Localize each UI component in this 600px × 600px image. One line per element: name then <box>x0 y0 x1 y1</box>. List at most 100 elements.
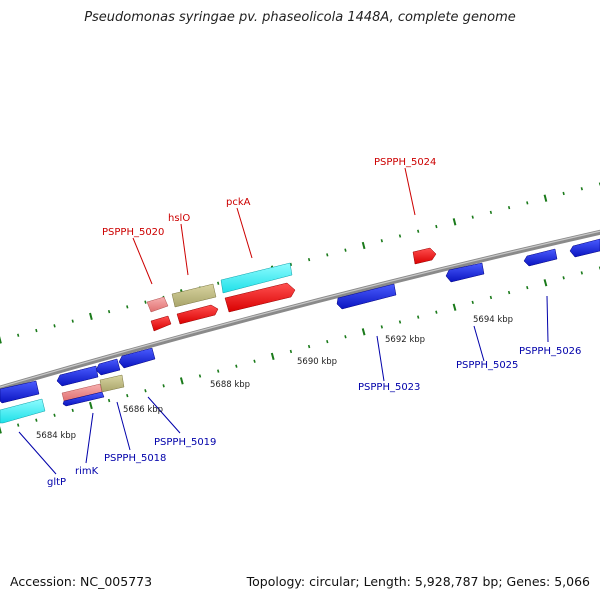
minor-tick <box>35 328 38 333</box>
gene-label-group: PSPPH_5024 pckA hslO PSPPH_5020 PSPPH_50… <box>47 157 581 488</box>
minor-tick <box>217 369 220 373</box>
minor-tick <box>107 309 111 314</box>
minor-tick <box>289 262 293 267</box>
gene-pspph-5026-feature[interactable] <box>523 248 558 267</box>
gene-pspph-5020-feature[interactable] <box>146 296 169 313</box>
minor-tick <box>380 325 383 329</box>
minor-tick <box>53 324 56 328</box>
minor-tick <box>435 310 438 314</box>
callout-pspph-5020 <box>132 237 153 285</box>
callout-gltp <box>18 431 57 475</box>
label-pspph-5026[interactable]: PSPPH_5026 <box>519 346 581 357</box>
callout-rimk <box>85 412 94 464</box>
gene-pspph-5025-feature[interactable] <box>445 262 485 283</box>
minor-tick <box>489 295 493 300</box>
minor-tick <box>526 285 529 290</box>
minor-tick <box>307 257 311 262</box>
minor-tick <box>326 339 329 344</box>
major-tick <box>89 401 93 410</box>
minor-tick <box>398 234 402 238</box>
genome-backbone <box>0 229 600 391</box>
scale-label-group: 5684 kbp 5686 kbp 5688 kbp 5690 kbp 5692… <box>36 315 513 441</box>
label-gltp[interactable]: gltP <box>47 477 66 488</box>
label-rimk[interactable]: rimK <box>75 466 99 477</box>
minor-tick <box>17 333 20 337</box>
minor-tick <box>217 281 220 285</box>
minor-tick <box>435 224 438 229</box>
gene-rimk-pair-feature[interactable] <box>62 391 105 407</box>
gene-pcka-pair-feature[interactable] <box>224 282 296 313</box>
minor-tick <box>580 271 583 275</box>
callout-pcka <box>236 207 253 259</box>
minor-tick <box>289 349 293 354</box>
minor-tick <box>489 210 493 215</box>
label-pspph-5020[interactable]: PSPPH_5020 <box>102 227 164 238</box>
topology-text: Topology: circular; Length: 5,928,787 bp… <box>246 574 590 589</box>
label-pspph-5024[interactable]: PSPPH_5024 <box>374 157 436 168</box>
minor-tick <box>107 398 111 403</box>
minor-tick <box>126 393 129 398</box>
gene-blue-left-feature[interactable] <box>0 380 40 404</box>
major-tick <box>543 194 548 202</box>
minor-tick <box>380 239 383 243</box>
minor-tick <box>417 229 420 233</box>
minor-tick <box>71 319 74 323</box>
label-pcka[interactable]: pckA <box>226 197 251 208</box>
gene-pspph-5023-feature[interactable] <box>336 283 397 310</box>
gene-red-small-feature[interactable] <box>150 315 172 332</box>
label-pspph-5018[interactable]: PSPPH_5018 <box>104 453 166 464</box>
gene-pspph-5018-feature[interactable] <box>99 374 125 393</box>
scale-label: 5688 kbp <box>210 380 250 390</box>
minor-tick <box>562 191 565 196</box>
map-title: Pseudomonas syringae pv. phaseolicola 14… <box>84 10 516 25</box>
minor-tick <box>398 320 402 324</box>
gene-blue-mid-feature[interactable] <box>56 365 99 387</box>
callout-pspph-5026 <box>546 295 549 343</box>
minor-tick <box>507 205 511 210</box>
minor-tick <box>562 276 565 280</box>
callout-pspph-5025 <box>473 325 485 362</box>
minor-tick <box>326 253 329 257</box>
minor-tick <box>417 315 420 319</box>
callout-pspph-5023 <box>376 335 385 382</box>
gene-blue-edge-feature[interactable] <box>569 238 600 258</box>
minor-tick <box>344 335 347 339</box>
minor-tick <box>53 413 56 417</box>
minor-tick <box>580 187 583 191</box>
label-pspph-5023[interactable]: PSPPH_5023 <box>358 382 420 393</box>
minor-tick <box>35 418 38 422</box>
gene-pspph-5019-feature[interactable] <box>118 347 156 369</box>
major-tick <box>543 279 548 287</box>
major-tick <box>0 426 2 434</box>
scale-label: 5684 kbp <box>36 431 76 441</box>
inner-tick-row <box>0 266 600 434</box>
callout-hslo <box>180 223 189 276</box>
callout-pspph-5019 <box>147 396 181 434</box>
gene-hslo-feature[interactable] <box>171 283 217 308</box>
gene-pcka-feature[interactable] <box>220 262 293 294</box>
minor-tick <box>471 300 474 305</box>
gene-pspph-5024-feature[interactable] <box>412 247 437 265</box>
gene-gltp-feature[interactable] <box>0 398 46 424</box>
major-tick <box>452 218 457 226</box>
genome-backbone-highlight <box>0 230 600 388</box>
minor-tick <box>471 215 474 219</box>
accession-text: Accession: NC_005773 <box>10 574 153 589</box>
minor-tick <box>17 423 20 427</box>
major-tick <box>452 303 457 311</box>
minor-tick <box>198 374 202 378</box>
label-hslo[interactable]: hslO <box>168 213 190 224</box>
label-pspph-5025[interactable]: PSPPH_5025 <box>456 360 518 371</box>
reverse-genes <box>0 238 600 424</box>
minor-tick <box>526 201 529 205</box>
forward-genes <box>146 247 437 332</box>
major-tick <box>270 352 275 361</box>
major-tick <box>361 328 366 336</box>
gene-hslo-pair-feature[interactable] <box>176 304 219 325</box>
minor-tick <box>344 248 347 252</box>
minor-tick <box>507 290 511 295</box>
label-pspph-5019[interactable]: PSPPH_5019 <box>154 437 216 448</box>
minor-tick <box>307 344 311 349</box>
scale-label: 5686 kbp <box>123 405 163 415</box>
